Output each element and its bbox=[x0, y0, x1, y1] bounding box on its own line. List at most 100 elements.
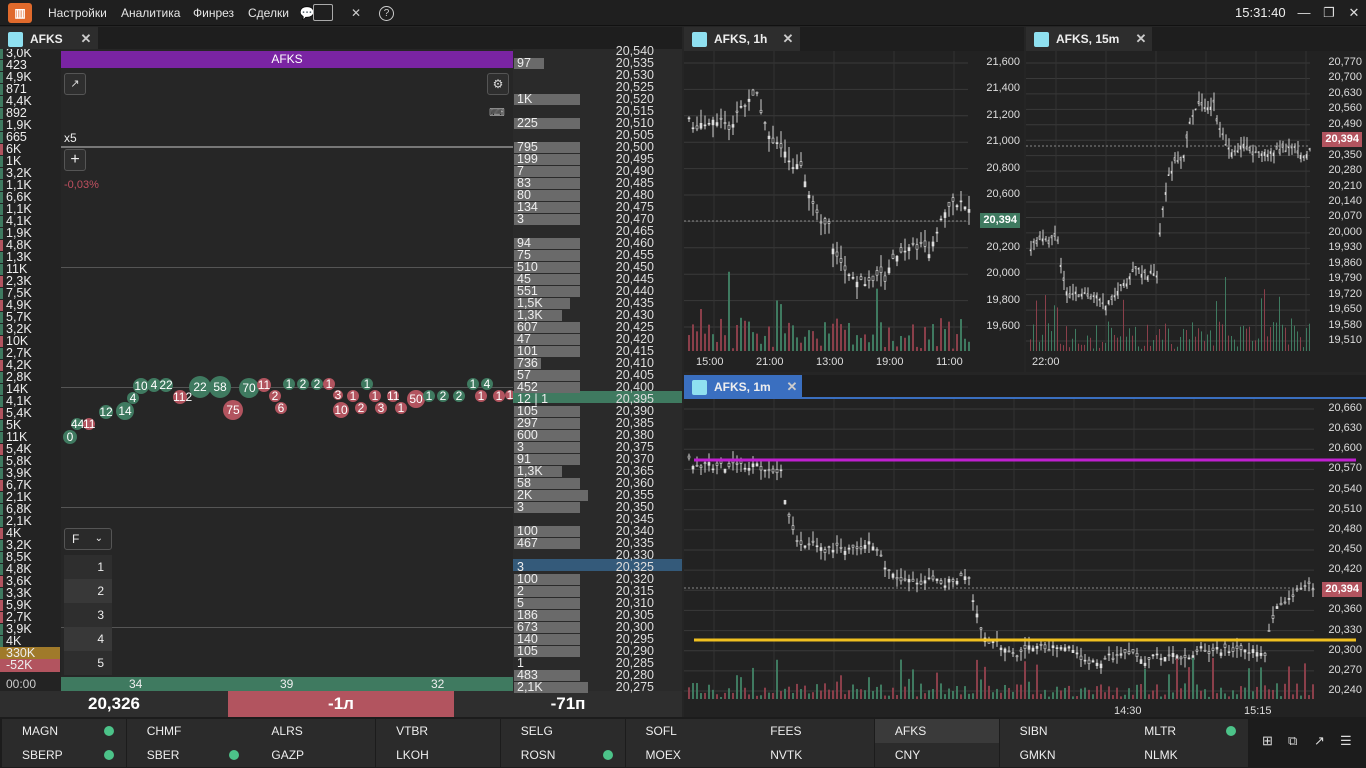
watchlist-item[interactable]: SIBN bbox=[999, 719, 1124, 743]
book-price[interactable]: 20,400 bbox=[615, 380, 654, 394]
book-volume[interactable]: 1K bbox=[517, 92, 533, 106]
book-price[interactable]: 20,405 bbox=[615, 368, 654, 382]
watchlist-item[interactable]: ALRS bbox=[251, 719, 376, 743]
book-volume[interactable]: 12 | 1 bbox=[517, 392, 549, 406]
chat-icon[interactable]: 💬 bbox=[299, 6, 315, 20]
tab-afks[interactable]: AFKS ✕ bbox=[0, 27, 98, 51]
filter-option[interactable]: 2 bbox=[64, 579, 112, 603]
help-icon[interactable]: ? bbox=[379, 6, 394, 21]
book-price[interactable]: 20,375 bbox=[615, 440, 654, 454]
book-price[interactable]: 20,315 bbox=[615, 584, 654, 598]
book-price[interactable]: 20,320 bbox=[615, 572, 654, 586]
book-volume[interactable]: 1,3K bbox=[517, 464, 543, 478]
book-volume[interactable]: 57 bbox=[517, 368, 531, 382]
watchlist-item[interactable]: AFKS bbox=[874, 719, 999, 743]
watchlist-item[interactable]: GMKN bbox=[999, 743, 1124, 767]
book-volume[interactable]: 607 bbox=[517, 320, 538, 334]
book-price[interactable]: 20,505 bbox=[615, 128, 654, 142]
book-volume[interactable] bbox=[514, 45, 682, 57]
watchlist-item[interactable]: LKOH bbox=[376, 743, 501, 767]
book-price[interactable]: 20,485 bbox=[615, 176, 654, 190]
close-icon[interactable]: ✕ bbox=[786, 379, 798, 394]
book-volume[interactable]: 186 bbox=[517, 608, 538, 622]
book-price[interactable]: 20,465 bbox=[615, 224, 654, 238]
book-price[interactable]: 20,295 bbox=[615, 632, 654, 646]
book-price[interactable]: 20,285 bbox=[615, 656, 654, 670]
watchlist-item[interactable]: MAGN bbox=[2, 719, 126, 743]
book-volume[interactable]: 140 bbox=[517, 632, 538, 646]
watchlist-item[interactable]: NVTK bbox=[750, 743, 875, 767]
book-price[interactable]: 20,355 bbox=[615, 488, 654, 502]
tab-afks-1m[interactable]: AFKS, 1m ✕ bbox=[684, 375, 802, 399]
watchlist-item[interactable]: MLTR bbox=[1124, 719, 1249, 743]
book-volume[interactable]: 736 bbox=[517, 356, 538, 370]
list-icon[interactable]: ☰ bbox=[1340, 733, 1352, 748]
watchlist-item[interactable]: ROSN bbox=[500, 743, 625, 767]
book-price[interactable]: 20,470 bbox=[615, 212, 654, 226]
book-price[interactable]: 20,480 bbox=[615, 188, 654, 202]
pin-icon[interactable]: ✕ bbox=[350, 6, 362, 20]
book-price[interactable]: 20,515 bbox=[615, 104, 654, 118]
book-volume[interactable]: 510 bbox=[517, 260, 538, 274]
filter-option[interactable]: 1 bbox=[64, 555, 112, 579]
chart-add-icon[interactable]: ↗ bbox=[1314, 733, 1325, 748]
book-volume[interactable]: 1,5K bbox=[517, 296, 543, 310]
book-volume[interactable]: 600 bbox=[517, 428, 538, 442]
book-price[interactable]: 20,430 bbox=[615, 308, 654, 322]
book-volume[interactable]: 3 bbox=[517, 500, 524, 514]
book-volume[interactable]: 47 bbox=[517, 332, 531, 346]
watchlist-item[interactable]: VTBR bbox=[376, 719, 501, 743]
book-price[interactable]: 20,535 bbox=[615, 56, 654, 70]
add-window-icon[interactable]: ⊞ bbox=[1262, 733, 1273, 748]
filter-option[interactable]: 3 bbox=[64, 603, 112, 627]
tab-afks-1h[interactable]: AFKS, 1h ✕ bbox=[684, 27, 800, 51]
book-volume[interactable]: 1,3K bbox=[517, 308, 543, 322]
filter-select[interactable]: F ⌄ bbox=[64, 528, 112, 550]
book-price[interactable]: 20,390 bbox=[615, 404, 654, 418]
book-volume[interactable]: 2,1K bbox=[517, 680, 543, 694]
book-price[interactable]: 20,365 bbox=[615, 464, 654, 478]
book-price[interactable]: 20,290 bbox=[615, 644, 654, 658]
filter-option[interactable]: 4 bbox=[64, 627, 112, 651]
book-price[interactable]: 20,525 bbox=[615, 80, 654, 94]
book-price[interactable]: 20,395 bbox=[615, 392, 654, 406]
book-price[interactable]: 20,325 bbox=[615, 560, 654, 574]
book-volume[interactable] bbox=[514, 105, 682, 117]
filter-option[interactable]: 5 bbox=[64, 651, 112, 675]
book-price[interactable]: 20,425 bbox=[615, 320, 654, 334]
book-volume[interactable]: 100 bbox=[517, 572, 538, 586]
book-volume[interactable]: 673 bbox=[517, 620, 538, 634]
watchlist-item[interactable]: SELG bbox=[500, 719, 625, 743]
menu-settings[interactable]: Настройки bbox=[48, 6, 107, 20]
watchlist-item[interactable]: SBER bbox=[126, 743, 251, 767]
book-price[interactable]: 20,435 bbox=[615, 296, 654, 310]
book-volume[interactable]: 105 bbox=[517, 644, 538, 658]
book-volume[interactable]: 452 bbox=[517, 380, 538, 394]
book-price[interactable]: 20,540 bbox=[615, 44, 654, 58]
book-volume[interactable]: 100 bbox=[517, 524, 538, 538]
watchlist-item[interactable]: NLMK bbox=[1124, 743, 1249, 767]
book-price[interactable]: 20,305 bbox=[615, 608, 654, 622]
book-volume[interactable]: 1 bbox=[517, 656, 524, 670]
watchlist-item[interactable]: SBERP bbox=[2, 743, 126, 767]
book-volume[interactable]: 795 bbox=[517, 140, 538, 154]
book-price[interactable]: 20,345 bbox=[615, 512, 654, 526]
close-icon[interactable]: ✕ bbox=[1135, 31, 1147, 46]
book-volume[interactable] bbox=[514, 69, 682, 81]
book-volume[interactable]: 7 bbox=[517, 164, 524, 178]
book-volume[interactable]: 297 bbox=[517, 416, 538, 430]
book-price[interactable]: 20,415 bbox=[615, 344, 654, 358]
book-volume[interactable] bbox=[514, 129, 682, 141]
watchlist-item[interactable]: CNY bbox=[874, 743, 999, 767]
book-volume[interactable]: 199 bbox=[517, 152, 538, 166]
book-price[interactable]: 20,360 bbox=[615, 476, 654, 490]
close-icon[interactable]: ✕ bbox=[80, 31, 92, 46]
tab-afks-15m[interactable]: AFKS, 15m ✕ bbox=[1026, 27, 1152, 51]
menu-finrez[interactable]: Финрез bbox=[193, 6, 235, 20]
book-volume[interactable] bbox=[514, 549, 682, 561]
book-volume[interactable]: 134 bbox=[517, 200, 538, 214]
gear-icon[interactable]: ⚙ bbox=[487, 73, 509, 95]
book-price[interactable]: 20,420 bbox=[615, 332, 654, 346]
book-price[interactable]: 20,275 bbox=[615, 680, 654, 694]
close-icon[interactable]: ✕ bbox=[782, 31, 794, 46]
